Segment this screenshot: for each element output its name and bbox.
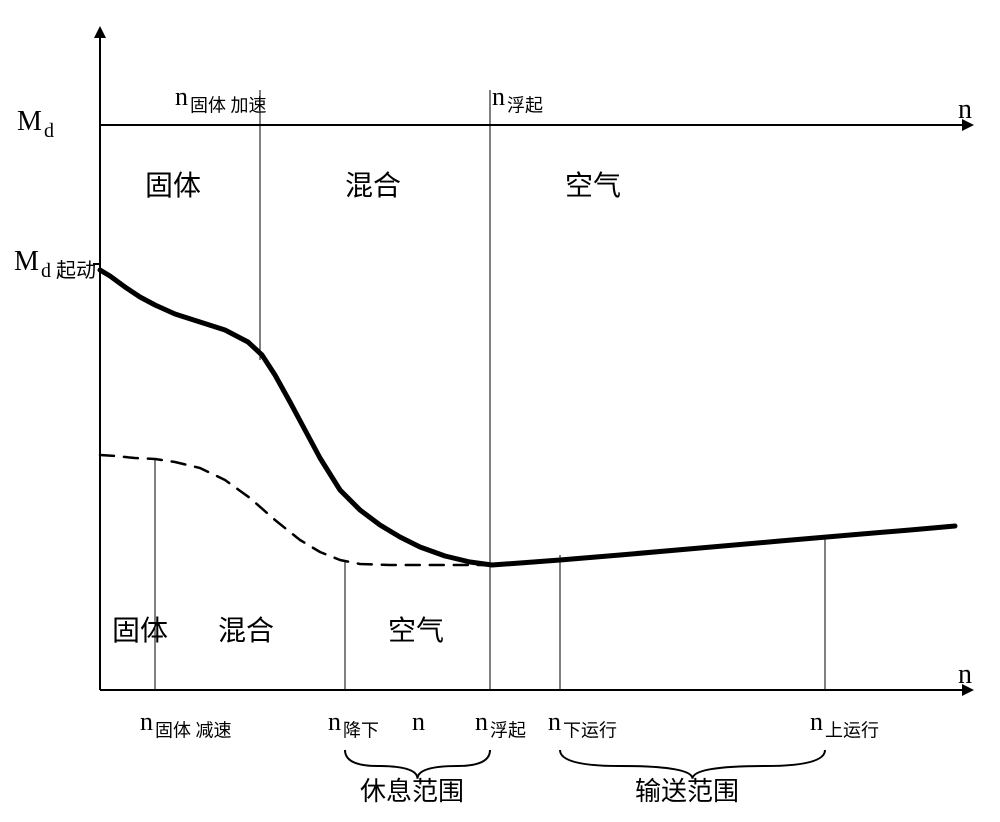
label-main: n: [548, 707, 561, 736]
label-main: n: [175, 82, 188, 111]
label-main: n: [810, 707, 823, 736]
label-main: n: [475, 707, 488, 736]
zone-upper-1: 混合: [345, 170, 401, 202]
label-sub: d 起动: [41, 259, 96, 282]
label-main: n: [412, 707, 425, 736]
brace-label-0: 休息范围: [360, 777, 464, 806]
zone-lower-1: 混合: [218, 615, 274, 647]
label-sub: 降下: [343, 720, 379, 740]
zone-upper-0: 固体: [145, 170, 201, 202]
zone-lower-2: 空气: [388, 615, 444, 647]
label-main: M: [14, 246, 39, 277]
label-sub: 浮起: [507, 95, 543, 115]
zone-lower-0: 固体: [112, 615, 168, 647]
label-sub: 固体 减速: [155, 720, 232, 740]
x-tick-2: n: [412, 707, 425, 736]
label-main: M: [17, 106, 42, 137]
zone-upper-2: 空气: [565, 170, 621, 202]
label-sub: 上运行: [825, 720, 879, 740]
label-main: n: [492, 82, 505, 111]
chart-svg: MdnnMd 起动n固体 加速n浮起固体混合空气固体混合空气n固体 减速n降下n…: [0, 0, 1000, 822]
sec-axis-label: n: [958, 94, 972, 125]
label-main: n: [328, 707, 341, 736]
label-main: n: [140, 707, 153, 736]
label-sub: 固体 加速: [190, 95, 267, 115]
label-sub: d: [44, 120, 54, 142]
label-sub: 浮起: [490, 720, 526, 740]
label-sub: 下运行: [563, 720, 617, 740]
x-axis-label: n: [958, 659, 972, 690]
brace-label-1: 输送范围: [635, 777, 739, 806]
chart-container: MdnnMd 起动n固体 加速n浮起固体混合空气固体混合空气n固体 减速n降下n…: [0, 0, 1000, 822]
bg: [0, 0, 1000, 822]
